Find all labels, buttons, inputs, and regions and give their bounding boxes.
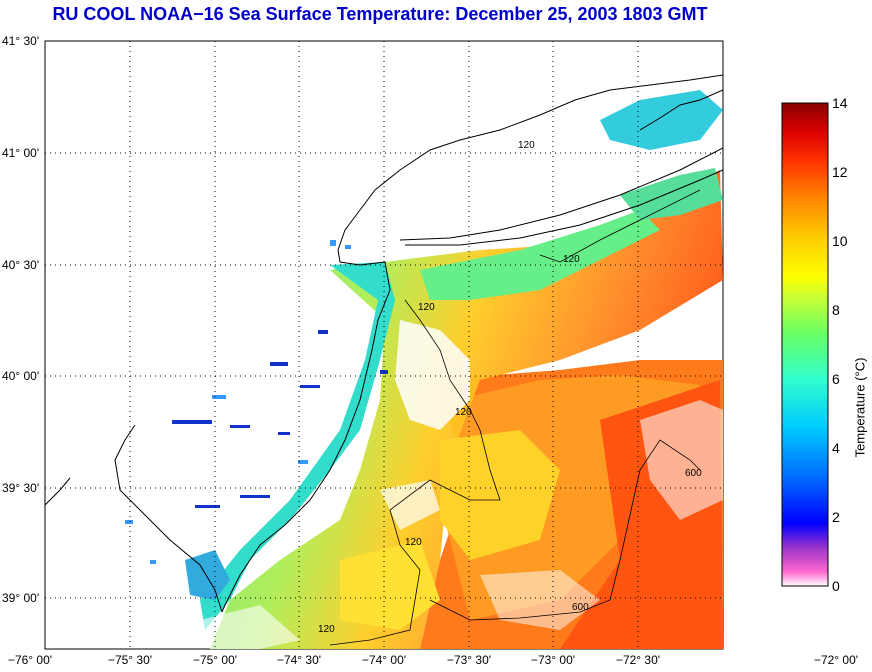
colorbar-tick: 0 [832,578,840,594]
lon-label: −75° 00' [192,653,238,667]
grid-lines [45,41,723,649]
colorbar-tick: 2 [832,509,840,525]
sst-field [45,74,723,649]
lon-label: −73° 00' [530,653,576,667]
lat-label: 40° 30' [2,258,40,272]
lon-label: −73° 30' [446,653,492,667]
contour-label: 120 [405,537,422,548]
contour-label: 120 [318,624,335,635]
contour-label: 600 [572,602,589,613]
colorbar-tick: 4 [832,440,840,456]
lon-label: −75° 30' [107,653,153,667]
lon-label: −74° 00' [361,653,407,667]
map-title: RU COOL NOAA−16 Sea Surface Temperature:… [52,4,708,24]
colorbar-tick: 10 [832,233,848,249]
contour-label: 120 [455,407,472,418]
lat-label: 40° 00' [2,369,40,383]
lat-label: 41° 30' [2,34,40,48]
lon-label: −76° 00' [7,653,53,667]
colorbar-tick: 6 [832,371,840,387]
lon-label: −72° 00' [813,653,859,667]
contour-label: 120 [518,140,535,151]
lat-label: 41° 00' [2,146,40,160]
lon-label: −72° 30' [615,653,661,667]
colorbar [781,102,829,587]
colorbar-tick: 8 [832,302,840,318]
contour-label: 120 [563,254,580,265]
colorbar-tick: 14 [832,95,848,111]
lat-label: 39° 30' [2,481,40,495]
contour-label: 120 [418,302,435,313]
colorbar-title: Temperature (°C) [852,357,868,458]
lat-label: 39° 00' [2,591,40,605]
contour-label: 600 [685,468,702,479]
colorbar-tick: 12 [832,164,848,180]
lon-label: −74° 30' [276,653,322,667]
